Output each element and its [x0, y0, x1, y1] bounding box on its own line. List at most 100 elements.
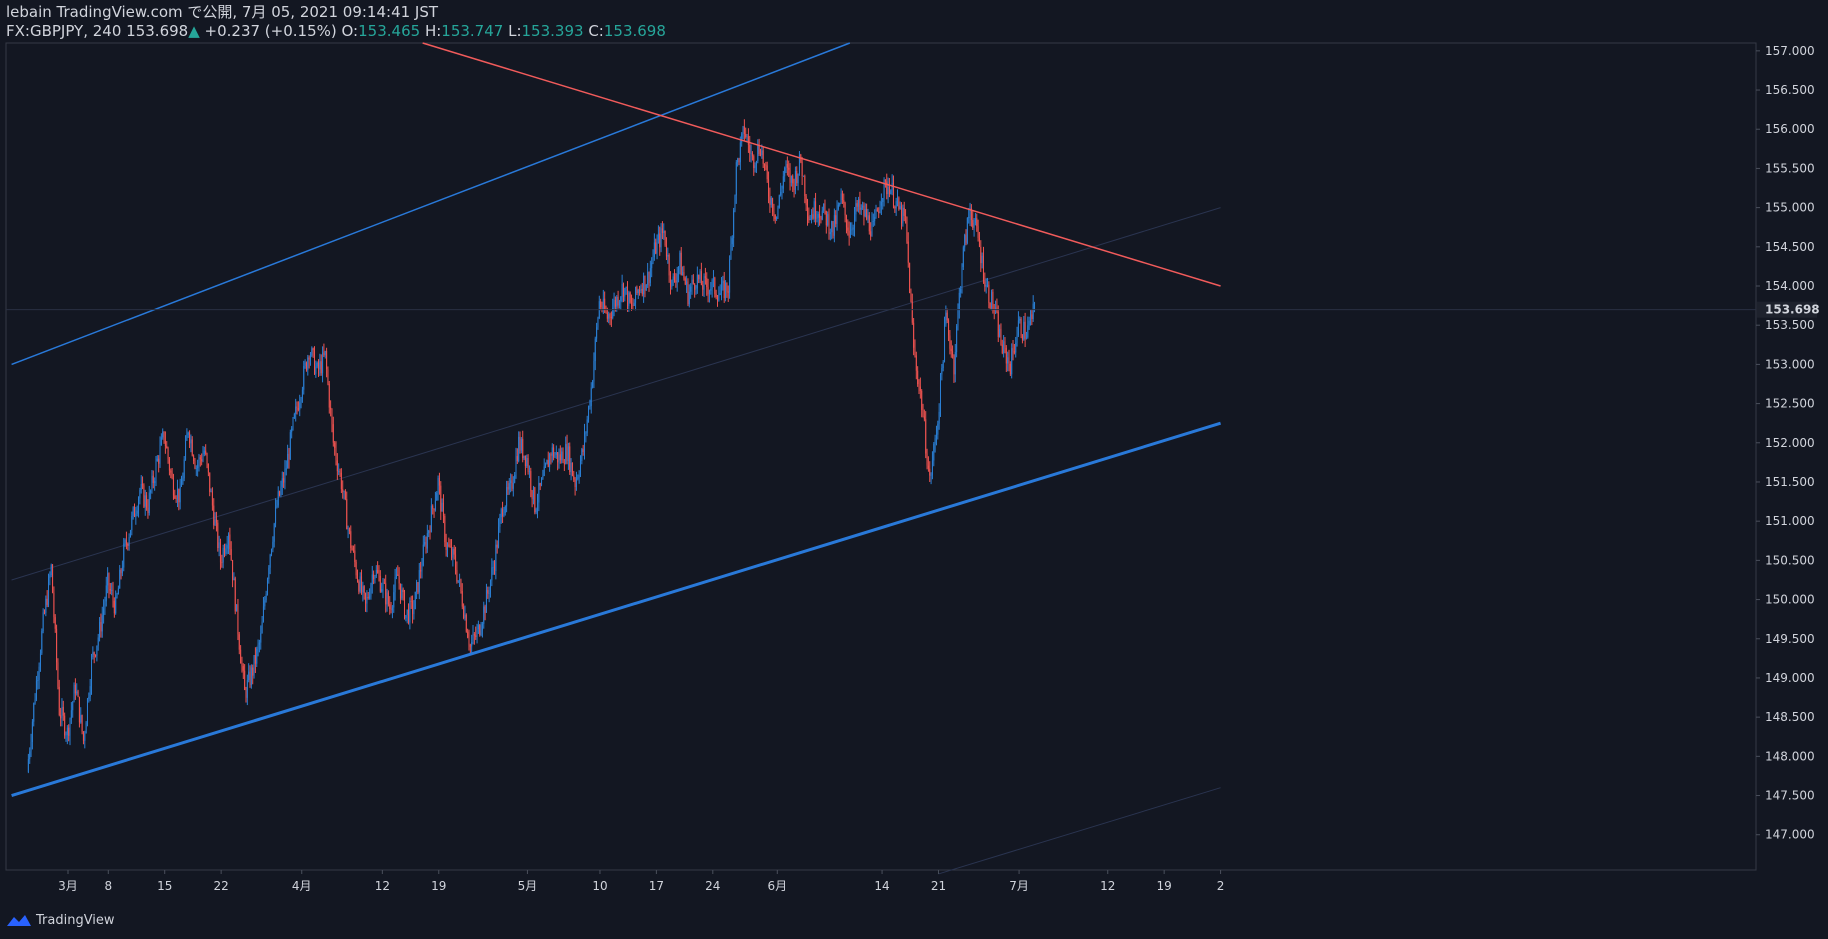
y-tick-label: 154.000	[1765, 279, 1815, 293]
candle-body	[770, 198, 772, 205]
candle-body	[819, 214, 821, 218]
candle-body	[862, 205, 864, 208]
candle-body	[250, 667, 252, 686]
candle-body	[452, 548, 454, 558]
candle-body	[324, 350, 326, 356]
candle-body	[718, 295, 720, 301]
candle-body	[300, 398, 302, 403]
price-axis[interactable]: 157.000 156.500 156.000 155.500 155.000 154.5…	[1756, 44, 1815, 842]
candle-body	[1031, 314, 1033, 320]
candle-body	[829, 232, 831, 235]
time-axis[interactable]: 3月 8 15 22 4月 12 19 5月 10 17 24 6月 14 21 7月 12 19 2	[58, 870, 1224, 893]
candle-body	[332, 424, 334, 443]
candle-body	[222, 547, 224, 563]
candle-body	[755, 160, 757, 166]
y-tick-label: 155.000	[1765, 201, 1815, 215]
candle-body	[1008, 357, 1010, 364]
candle-body	[519, 436, 521, 451]
trendline[interactable]	[11, 421, 1222, 797]
candle-body	[401, 589, 403, 599]
candle-body	[136, 510, 138, 514]
candle-body	[366, 596, 368, 604]
candle-body	[299, 402, 301, 410]
candle-body	[981, 255, 983, 264]
candle-body	[275, 507, 277, 524]
candle-body	[1004, 341, 1006, 348]
candle-body	[477, 625, 479, 630]
candle-body	[96, 645, 98, 656]
candle-body	[528, 471, 530, 472]
symbol-label[interactable]: FX:GBPJPY, 240	[6, 22, 122, 40]
candle-body	[956, 326, 958, 353]
candles	[27, 119, 1036, 774]
candle-body	[848, 230, 850, 238]
candle-body	[1020, 318, 1022, 336]
candle-body	[794, 170, 796, 190]
candle-body	[563, 463, 565, 464]
candle-body	[944, 324, 946, 362]
candle-body	[988, 284, 990, 303]
candle-body	[61, 706, 63, 719]
candle-body	[549, 454, 551, 468]
candle-body	[213, 505, 215, 526]
candle-body	[434, 500, 436, 511]
candle-body	[187, 432, 189, 435]
candle-body	[597, 317, 599, 328]
candle-body	[518, 436, 520, 462]
x-tick-label: 4月	[292, 879, 312, 893]
candle-body	[930, 475, 932, 477]
candle-body	[691, 279, 693, 287]
trendline[interactable]	[422, 42, 1221, 287]
candle-body	[927, 465, 929, 469]
candle-body	[858, 199, 860, 207]
candle-body	[152, 475, 154, 483]
candle-body	[649, 268, 651, 283]
candle-body	[399, 583, 401, 599]
candle-body	[782, 176, 784, 189]
candle-body	[515, 456, 517, 475]
candle-body	[362, 586, 364, 593]
candle-body	[265, 594, 267, 601]
candle-body	[768, 179, 770, 197]
candle-body	[708, 290, 710, 295]
candle-body	[631, 302, 633, 306]
candle-body	[171, 472, 173, 479]
candle-body	[1012, 348, 1014, 352]
candle-body	[555, 452, 557, 455]
candle-body	[109, 589, 111, 591]
candle-body	[272, 541, 274, 550]
candle-body	[678, 266, 680, 274]
candle-body	[261, 621, 263, 634]
candle-body	[111, 590, 113, 591]
candle-body	[457, 580, 459, 582]
candle-body	[711, 279, 713, 289]
candle-body	[773, 211, 775, 215]
candle-body	[437, 478, 439, 493]
candle-body	[614, 299, 616, 307]
candle-body	[472, 634, 474, 643]
candle-body	[659, 233, 661, 248]
candle-body	[809, 219, 811, 221]
candle-body	[257, 644, 259, 649]
tradingview-logo-icon	[7, 915, 31, 926]
tradingview-logo[interactable]: TradingView	[6, 911, 115, 929]
x-tick-label: 24	[705, 879, 720, 893]
candle-body	[661, 228, 663, 234]
candle-body	[1003, 341, 1005, 354]
candle-body	[444, 515, 446, 543]
candle-body	[594, 338, 596, 361]
candle-body	[240, 649, 242, 664]
candle-body	[203, 450, 205, 455]
y-tick-label: 155.500	[1765, 161, 1815, 175]
trendlines[interactable]	[11, 42, 1222, 797]
candle-body	[186, 434, 188, 441]
candle-body	[48, 578, 50, 605]
candle-body	[57, 662, 59, 687]
candle-body	[410, 600, 412, 602]
trendline[interactable]	[11, 42, 851, 366]
candle-body	[30, 742, 32, 752]
candle-body	[950, 348, 952, 352]
candle-body	[593, 360, 595, 382]
candle-body	[391, 607, 393, 611]
